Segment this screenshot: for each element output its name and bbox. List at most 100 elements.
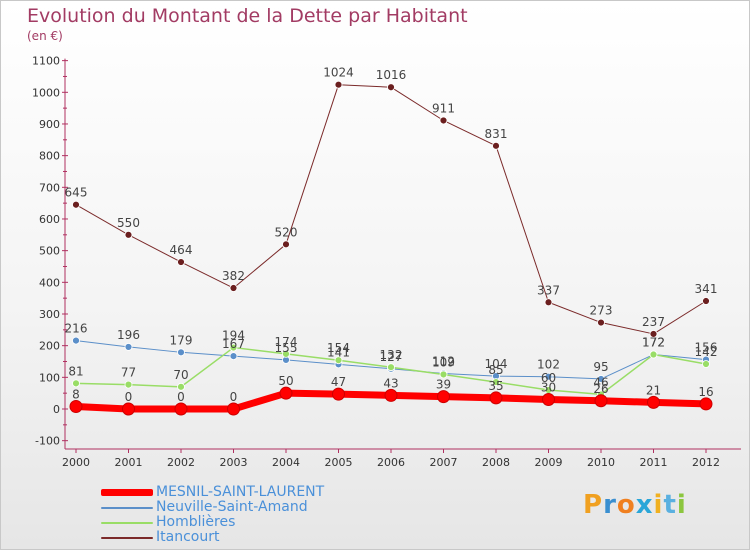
data-point <box>334 356 343 365</box>
x-tick-label: 2009 <box>535 456 563 469</box>
data-point <box>282 240 290 249</box>
data-point <box>332 387 345 401</box>
data-label: 341 <box>695 282 718 296</box>
legend-item: Homblières <box>101 515 324 530</box>
data-label: 1024 <box>323 66 354 80</box>
data-point <box>439 116 448 125</box>
data-point <box>544 298 553 307</box>
legend-swatch <box>101 521 153 524</box>
data-point <box>702 297 710 305</box>
data-point <box>229 352 238 361</box>
y-tick-label: 500 <box>39 245 60 258</box>
data-point <box>489 391 503 405</box>
data-point <box>699 397 713 411</box>
data-point <box>122 402 135 416</box>
data-label: 81 <box>68 364 83 378</box>
data-label: 50 <box>278 374 293 388</box>
data-label: 26 <box>593 382 608 396</box>
data-point <box>229 284 238 292</box>
x-tick-label: 2012 <box>692 456 720 469</box>
data-point <box>597 375 605 383</box>
x-tick-label: 2000 <box>62 456 90 469</box>
data-label: 109 <box>432 355 455 369</box>
data-point <box>594 394 608 408</box>
legend-swatch <box>101 536 153 539</box>
brand-logo: Proxiti <box>583 490 687 520</box>
data-label: 104 <box>485 357 508 371</box>
data-point <box>227 402 240 416</box>
data-point <box>124 343 133 351</box>
data-point <box>544 372 553 381</box>
data-point <box>387 83 395 92</box>
y-tick-label: 200 <box>39 340 60 353</box>
data-label: 16 <box>698 385 713 399</box>
chart-title: Evolution du Montant de la Dette par Hab… <box>27 5 468 27</box>
data-label: 21 <box>646 383 661 397</box>
data-point <box>492 141 500 150</box>
data-label: 1016 <box>376 68 407 82</box>
data-point <box>279 386 293 400</box>
data-point <box>542 392 555 406</box>
x-tick-label: 2003 <box>220 456 248 469</box>
data-label: 0 <box>125 390 133 404</box>
y-tick-label: 800 <box>39 150 60 163</box>
data-label: 172 <box>642 336 665 350</box>
y-tick-label: 300 <box>39 308 60 321</box>
y-tick-label: 1100 <box>32 55 60 68</box>
data-label: 95 <box>593 360 608 374</box>
data-label: 156 <box>695 341 718 355</box>
data-point <box>177 382 185 391</box>
x-tick-label: 2010 <box>587 456 615 469</box>
x-tick-label: 2001 <box>115 456 143 469</box>
data-label: 831 <box>485 127 508 141</box>
data-label: 273 <box>590 304 613 318</box>
legend-item: Itancourt <box>101 530 324 545</box>
y-tick-label: 400 <box>39 276 60 289</box>
data-point <box>384 388 398 402</box>
data-label: 174 <box>275 335 298 349</box>
legend-swatch <box>101 489 153 496</box>
data-label: 520 <box>275 225 298 239</box>
data-point <box>649 350 658 359</box>
data-label: 172 <box>642 336 665 350</box>
data-point <box>124 380 133 389</box>
y-tick-label: -100 <box>35 435 60 448</box>
data-label: 60 <box>541 371 556 385</box>
data-point <box>649 330 658 338</box>
y-tick-label: 600 <box>39 213 60 226</box>
data-label: 39 <box>436 378 451 392</box>
data-label: 550 <box>117 216 140 230</box>
data-point <box>387 363 395 372</box>
data-point <box>647 395 660 409</box>
data-label: 43 <box>383 376 398 390</box>
data-label: 141 <box>327 345 350 359</box>
y-tick-label: 700 <box>39 181 60 194</box>
x-tick-label: 2007 <box>430 456 458 469</box>
unit-label: (en €) <box>27 29 63 43</box>
data-label: 382 <box>222 269 245 283</box>
data-point <box>597 318 605 327</box>
legend-item: Neuville-Saint-Amand <box>101 500 324 515</box>
data-label: 464 <box>170 243 193 257</box>
data-point <box>72 336 80 345</box>
data-label: 70 <box>173 368 188 382</box>
series-line <box>75 84 707 335</box>
data-label: 0 <box>230 390 238 404</box>
data-label: 85 <box>488 363 503 377</box>
data-label: 127 <box>380 350 403 364</box>
data-point <box>334 80 343 89</box>
x-tick-label: 2002 <box>167 456 195 469</box>
data-label: 167 <box>222 337 245 351</box>
data-label: 47 <box>331 375 346 389</box>
y-tick-label: 100 <box>39 371 60 384</box>
data-point <box>177 348 185 357</box>
legend-label: Homblières <box>156 514 236 530</box>
data-label: 8 <box>72 387 80 401</box>
data-label: 911 <box>432 101 455 115</box>
data-point <box>174 402 188 416</box>
legend-label: Itancourt <box>156 529 220 545</box>
data-label: 154 <box>327 341 350 355</box>
legend-label: MESNIL-SAINT-LAURENT <box>156 484 325 500</box>
